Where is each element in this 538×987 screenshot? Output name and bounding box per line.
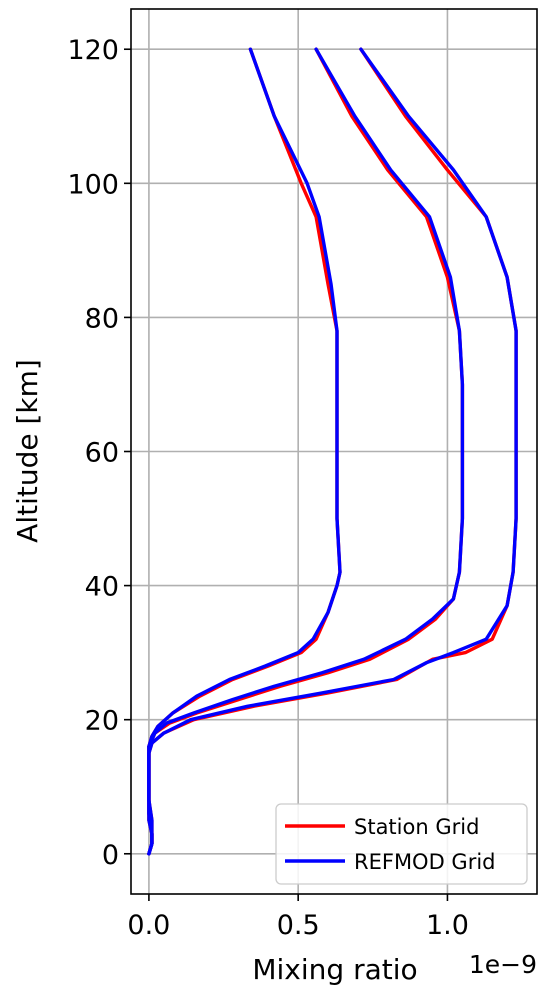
axis-ticks: 0.0 0.5 1.0 0 20 40 60 80 100 120 (67, 35, 468, 941)
x-tick-label: 0.5 (277, 910, 320, 941)
y-tick-label: 20 (85, 706, 119, 737)
x-axis-label: Mixing ratio (252, 953, 417, 986)
series-line-refmod-grid (147, 47, 518, 856)
legend-label-station-grid: Station Grid (354, 815, 479, 839)
legend-label-refmod-grid: REFMOD Grid (354, 850, 496, 874)
x-offset-label: 1e−9 (469, 950, 537, 979)
y-tick-label: 40 (85, 572, 119, 603)
y-tick-label: 120 (67, 35, 119, 66)
y-tick-label: 60 (85, 438, 119, 469)
plot-lines (147, 47, 518, 856)
y-axis-label: Altitude [km] (11, 359, 44, 543)
x-tick-label: 1.0 (426, 910, 469, 941)
y-tick-label: 0 (102, 840, 119, 871)
y-tick-label: 100 (67, 169, 119, 200)
grid (131, 9, 537, 894)
y-tick-label: 80 (85, 303, 119, 334)
legend: Station Grid REFMOD Grid (275, 803, 528, 885)
legend-box (275, 803, 528, 885)
x-tick-label: 0.0 (127, 910, 170, 941)
